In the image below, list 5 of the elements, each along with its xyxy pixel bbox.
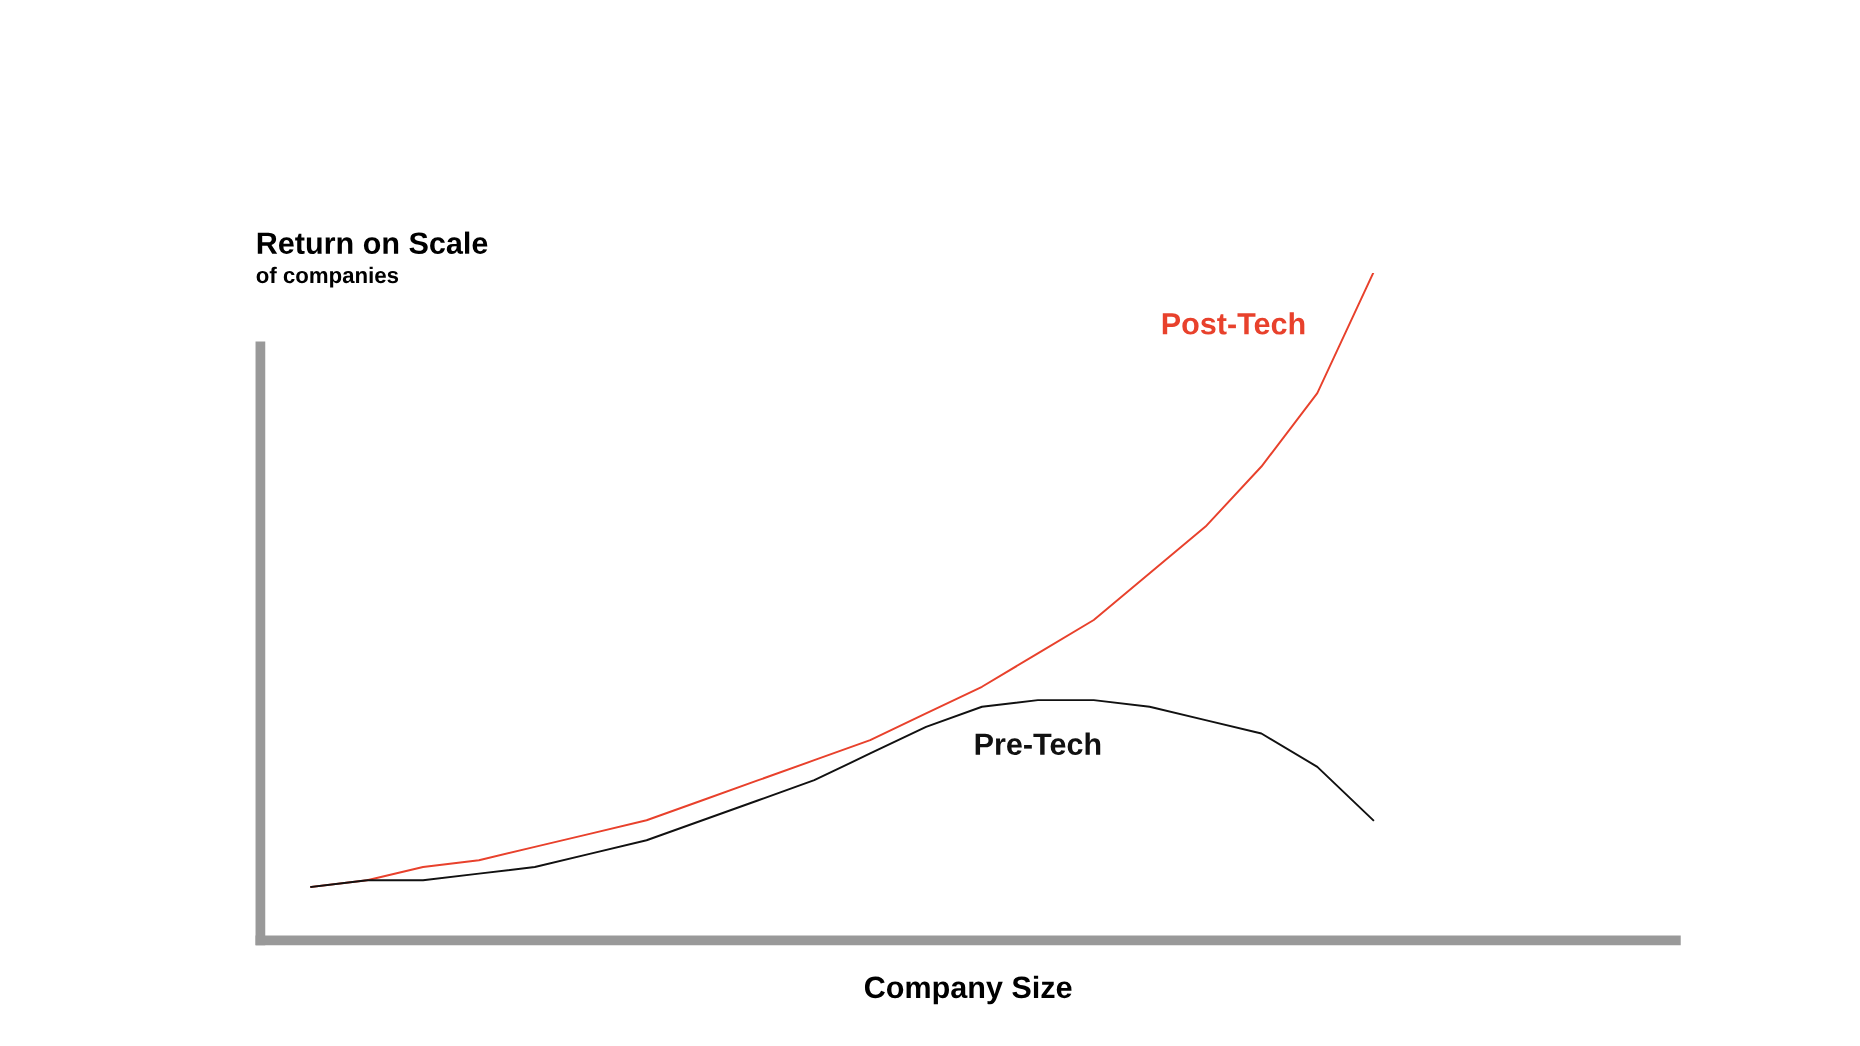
series-label: Pre-Tech <box>975 732 1101 756</box>
annotation: of companies <box>256 266 399 288</box>
x-axis-title: Company Size <box>864 975 1072 1005</box>
y-axis-title: Return on Scale <box>257 231 488 255</box>
series-label: Post-Tech <box>1162 312 1305 335</box>
